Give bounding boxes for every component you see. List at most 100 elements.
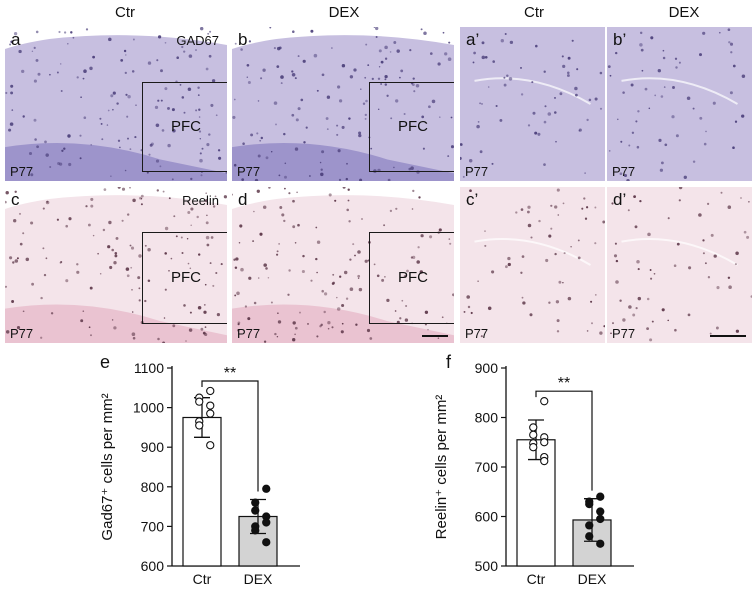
stain-label: GAD67 <box>176 33 219 48</box>
data-point <box>585 532 594 541</box>
micrograph-panel: c P77 Reelin PFC <box>5 187 227 343</box>
significance-bracket <box>535 390 593 491</box>
data-point <box>540 456 549 466</box>
stain-label: Reelin <box>182 193 219 208</box>
data-point <box>540 438 549 447</box>
data-point <box>262 518 271 527</box>
data-point <box>206 386 215 396</box>
data-point <box>529 423 538 432</box>
roi-label: PFC <box>398 118 428 136</box>
data-point <box>596 539 605 548</box>
roi-box: PFC <box>369 82 454 172</box>
data-point <box>529 430 538 439</box>
roi-box: PFC <box>142 82 227 172</box>
data-point <box>251 498 260 507</box>
panel-label: d’ <box>613 190 627 209</box>
tissue-image <box>232 27 454 181</box>
x-tick-label: DEX <box>244 571 273 587</box>
age-label: P77 <box>465 326 489 341</box>
y-tick-label: 700 <box>141 518 165 534</box>
data-point <box>262 538 271 547</box>
panel-label: a’ <box>466 30 480 49</box>
bar-ctr <box>182 416 222 567</box>
age-label: P77 <box>237 326 261 341</box>
data-point <box>195 421 204 430</box>
y-tick-label: 900 <box>141 439 165 455</box>
tissue-image <box>460 187 605 343</box>
y-tick-label: 800 <box>475 410 499 426</box>
panel-label: c <box>11 190 20 209</box>
micrograph-panel: c’ P77 <box>460 187 605 343</box>
data-point <box>540 397 549 406</box>
panel-label-e: e <box>100 352 111 372</box>
column-header-dex-zoom: DEX <box>668 4 700 21</box>
micrograph-panel: a’ P77 <box>460 27 605 181</box>
x-tick-label: Ctr <box>527 571 546 587</box>
age-label: P77 <box>612 326 636 341</box>
data-point <box>529 443 538 452</box>
age-label: P77 <box>465 164 489 179</box>
y-tick-label: 1000 <box>133 400 164 416</box>
age-label: P77 <box>10 164 34 179</box>
data-point <box>585 521 594 530</box>
data-point <box>206 409 215 418</box>
panel-label: a <box>11 30 21 49</box>
panel-label-f: f <box>446 352 452 372</box>
panel-label: d <box>238 190 248 209</box>
tissue-image <box>232 187 454 343</box>
micrograph-panel: a P77 GAD67 PFC <box>5 27 227 181</box>
data-point <box>206 441 215 450</box>
panel-label: b <box>238 30 248 49</box>
data-point <box>596 514 605 524</box>
significance-marker: ** <box>224 365 236 382</box>
data-point <box>262 484 271 493</box>
tissue-image <box>607 187 752 343</box>
data-point <box>206 401 215 410</box>
y-tick-label: 600 <box>141 558 165 574</box>
bar-ctr <box>516 439 556 567</box>
age-label: P77 <box>612 164 636 179</box>
roi-label: PFC <box>171 269 201 286</box>
micrograph-panel: b P77 PFC <box>232 27 454 181</box>
y-tick-label: 500 <box>475 558 499 574</box>
y-tick-label: 700 <box>475 459 499 475</box>
y-tick-label: 800 <box>141 479 165 495</box>
panel-label: b’ <box>613 30 627 49</box>
roi-label: PFC <box>398 269 428 286</box>
data-point <box>251 506 260 515</box>
tissue-image <box>5 187 227 343</box>
panel-label: c’ <box>466 190 479 209</box>
column-header-ctr-zoom: Ctr <box>524 4 544 21</box>
significance-bracket <box>201 380 259 492</box>
significance-marker: ** <box>558 375 570 392</box>
x-tick-label: DEX <box>578 571 607 587</box>
column-header-ctr: Ctr <box>115 4 135 21</box>
y-axis-label: Gad67⁺ cells per mm² <box>99 393 116 540</box>
roi-box: PFC <box>369 232 454 324</box>
roi-label: PFC <box>171 118 201 136</box>
tissue-image <box>5 27 227 181</box>
data-point <box>251 526 260 535</box>
micrograph-panel: d P77 PFC <box>232 187 454 343</box>
roi-box: PFC <box>142 232 227 324</box>
data-point <box>596 507 605 516</box>
data-point <box>195 397 204 406</box>
chart-gad67: Gad67⁺ cells per mm² 600 700 800 900 1000 1100… <box>99 360 300 587</box>
y-tick-label: 1100 <box>134 360 164 376</box>
data-point <box>596 492 605 501</box>
tissue-image <box>460 27 605 181</box>
chart-reelin: Reelin⁺ cells per mm² 500 600 700 800 900 Ctr D… <box>433 360 634 587</box>
micrograph-panel: d’ P77 <box>607 187 752 343</box>
scale-bar <box>422 335 448 337</box>
column-header-dex: DEX <box>328 4 360 21</box>
y-tick-label: 600 <box>475 509 499 525</box>
x-tick-label: Ctr <box>193 571 212 587</box>
age-label: P77 <box>10 326 34 341</box>
tissue-image <box>607 27 752 181</box>
micrograph-panel: b’ P77 <box>607 27 752 181</box>
data-point <box>585 499 594 509</box>
y-axis-label: Reelin⁺ cells per mm² <box>433 395 450 540</box>
age-label: P77 <box>237 164 261 179</box>
y-tick-label: 900 <box>475 360 499 376</box>
scale-bar <box>710 335 746 337</box>
